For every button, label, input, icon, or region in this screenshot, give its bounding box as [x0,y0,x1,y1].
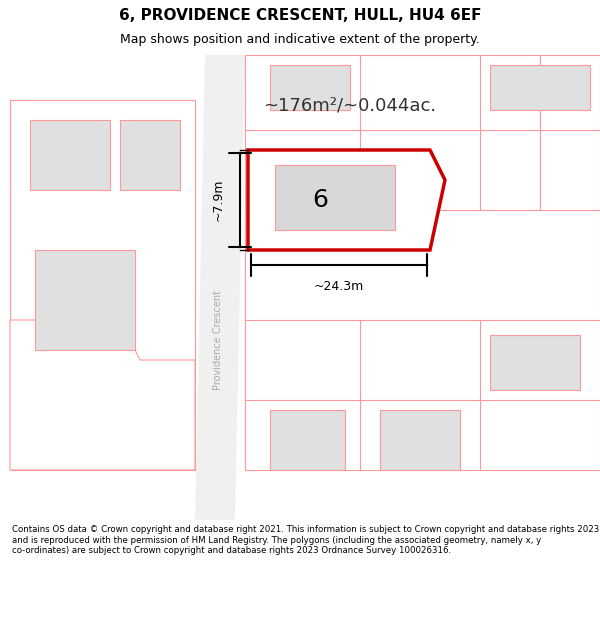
Text: 6, PROVIDENCE CRESCENT, HULL, HU4 6EF: 6, PROVIDENCE CRESCENT, HULL, HU4 6EF [119,8,481,23]
Polygon shape [310,55,600,130]
Bar [270,65,350,110]
Text: Contains OS data © Crown copyright and database right 2021. This information is : Contains OS data © Crown copyright and d… [12,525,599,555]
Polygon shape [248,150,445,250]
Polygon shape [10,320,195,470]
Bar [490,65,590,110]
Bar [270,410,345,470]
Bar [30,120,110,190]
Text: Providence Crescent: Providence Crescent [213,290,223,390]
Polygon shape [10,100,195,470]
Text: ~7.9m: ~7.9m [212,179,225,221]
Bar [490,335,580,390]
Text: ~24.3m: ~24.3m [314,280,364,293]
Text: Map shows position and indicative extent of the property.: Map shows position and indicative extent… [120,33,480,46]
Polygon shape [195,55,245,520]
Bar [275,165,395,230]
Bar [120,120,180,190]
Polygon shape [245,55,600,470]
Text: ~176m²/~0.044ac.: ~176m²/~0.044ac. [263,96,437,114]
Bar [35,250,135,350]
Text: 6: 6 [312,188,328,212]
Bar [380,410,460,470]
